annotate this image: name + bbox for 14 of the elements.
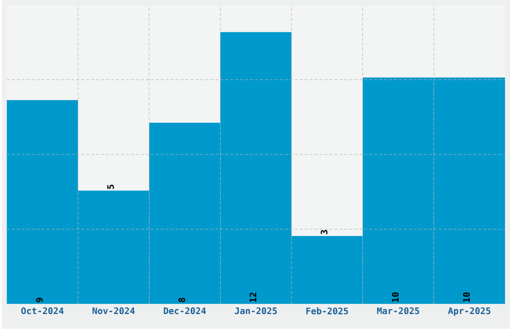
x-tick-label: Oct-2024	[21, 308, 64, 314]
data-label: 12	[250, 292, 256, 302]
data-label: 8	[178, 298, 186, 302]
data-label: 10	[463, 292, 470, 302]
data-label: 10	[392, 292, 399, 302]
x-tick-label: Apr-2025	[448, 308, 490, 316]
x-tick-label: Nov-2024	[92, 308, 135, 314]
x-tick-label: Feb-2025	[306, 308, 348, 314]
x-tick-label: Mar-2025	[377, 308, 420, 314]
x-tick-label: Jan-2025	[234, 308, 277, 314]
data-label: 5	[107, 184, 114, 189]
data-label: 3	[320, 230, 328, 234]
data-label: 9	[36, 298, 43, 302]
x-tick-label: Dec-2024	[164, 308, 206, 314]
